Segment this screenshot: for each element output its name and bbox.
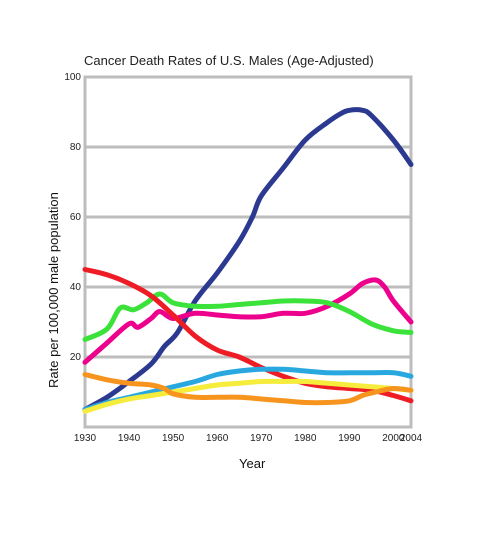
y-axis-label: Rate per 100,000 male population [46,192,61,388]
series-line-2 [82,277,414,365]
plot-frame [83,75,413,429]
series-line-6 [82,378,414,414]
x-tick-label: 1940 [118,433,141,444]
data-series-group [82,107,414,414]
x-tick-label: 1990 [338,433,361,444]
y-tick-label: 60 [70,212,82,223]
y-tick-label: 20 [70,352,82,363]
x-tick-label: 1960 [206,433,229,444]
x-tick-label: 1970 [250,433,273,444]
x-tick-label: 2000 [382,433,405,444]
x-tick-label: 1930 [74,433,97,444]
y-tick-label: 100 [64,72,81,83]
series-line-1 [82,107,414,412]
x-tick-label: 2004 [400,433,423,444]
series-line-4 [82,267,414,404]
chart-title: Cancer Death Rates of U.S. Males (Age-Ad… [84,53,374,68]
series-line-7 [82,372,414,406]
x-tick-label: 1950 [162,433,185,444]
series-line-3 [82,291,414,342]
y-tick-label: 40 [70,282,82,293]
y-tick-labels: 20 40 60 80 100 [64,72,81,363]
x-axis-label: Year [239,456,266,471]
x-tick-label: 1980 [294,433,317,444]
y-tick-label: 80 [70,142,82,153]
